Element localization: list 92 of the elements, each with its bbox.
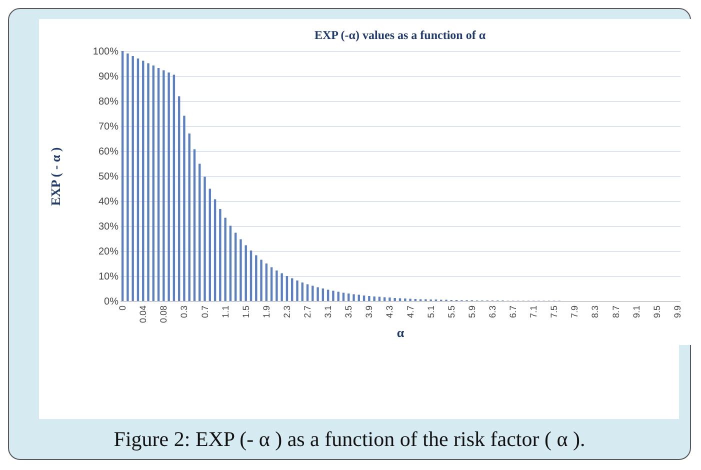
y-tick-label: 10% [98,272,119,282]
bar [204,176,206,301]
y-tick-label: 60% [98,146,119,158]
x-tick-label: 0.04 [138,306,148,324]
bar [234,232,237,301]
bar [121,51,124,301]
bar [219,209,222,301]
x-tick-label: 0.7 [200,306,210,318]
bar [162,70,165,301]
bar [316,287,319,301]
x-axis-title: α [396,325,405,340]
x-tick-label: 7.5 [549,306,560,318]
bar [337,292,340,301]
bar [260,260,262,301]
caption: Figure 2: EXP (- α ) as a function of the risk factor ( α ). [112,427,586,452]
x-tick-label: 3.1 [323,306,334,318]
bar [388,298,391,301]
x-tick-label: 8.3 [590,306,600,318]
y-tick-label: 70% [98,122,119,132]
bar [188,134,190,301]
bar [244,245,247,301]
bar [255,255,258,301]
bar [132,56,134,301]
chart-title: EXP (-α) values as a function of α [314,28,486,42]
x-tick-label: 9.1 [631,306,642,318]
y-tick-label: 20% [98,246,119,258]
bar [306,284,309,301]
bar [368,296,370,301]
bar [136,58,140,301]
bar [208,188,212,301]
bar [240,239,242,301]
x-tick-label: 2.7 [302,306,313,318]
x-tick-label: 7.9 [570,306,580,318]
bar [373,296,376,301]
x-tick-label: 1.9 [261,306,272,318]
y-tick-label: 90% [98,72,119,82]
bar [157,68,160,301]
x-tick-label: 2.3 [282,306,292,318]
bar [142,60,144,301]
bar [178,96,180,301]
bar [147,63,150,301]
bar [172,74,176,301]
bar [394,298,396,301]
x-tick-label: 0.08 [158,306,169,324]
bar [301,282,304,301]
bar [280,273,283,301]
bar [152,66,154,301]
bar [312,286,314,301]
bar [126,54,129,301]
x-tick-label: 4.3 [384,306,395,318]
bar [265,264,268,301]
x-tick-label: 5.9 [466,306,477,318]
x-tick-label: 6.3 [487,306,498,318]
x-tick-label: 0.3 [179,306,190,318]
x-tick-label: 3.5 [344,306,354,318]
x-tick-label: 7.1 [528,306,539,318]
bar [322,288,324,301]
x-tick-label: 8.7 [610,306,621,318]
bar [332,290,334,301]
bar [270,267,273,301]
x-tick-label: 9.5 [652,306,662,318]
bar [193,149,196,301]
bar [214,199,216,301]
x-tick-label: 4.7 [405,306,416,318]
x-tick-label: 5.1 [426,306,436,318]
bar [291,278,294,301]
bar [198,164,201,301]
x-tick-label: 6.7 [508,306,518,318]
x-tick-label: 1.1 [220,306,230,318]
y-tick-label: 40% [98,196,119,208]
y-tick-label: 30% [98,222,119,232]
bar [229,226,232,301]
x-tick-label: 0 [118,306,128,311]
bar [362,296,366,301]
bar [183,116,186,301]
y-tick-label: 80% [98,96,119,108]
bar [276,270,278,301]
bar [250,250,252,301]
bar [348,294,350,301]
y-tick-label: 0% [104,296,119,308]
y-tick-label: 100% [92,46,119,58]
bar [296,280,298,301]
bar [352,294,355,301]
x-tick-label: 1.5 [240,306,251,318]
x-tick-label: 5.5 [446,306,456,318]
x-tick-label: 3.9 [364,306,374,318]
x-tick-label: 9.9 [672,306,682,318]
y-axis-title: EXP ( - α ) [48,147,63,206]
bar [286,276,288,301]
bar [168,72,170,301]
bar [224,218,226,301]
y-tick-label: 50% [98,172,119,182]
